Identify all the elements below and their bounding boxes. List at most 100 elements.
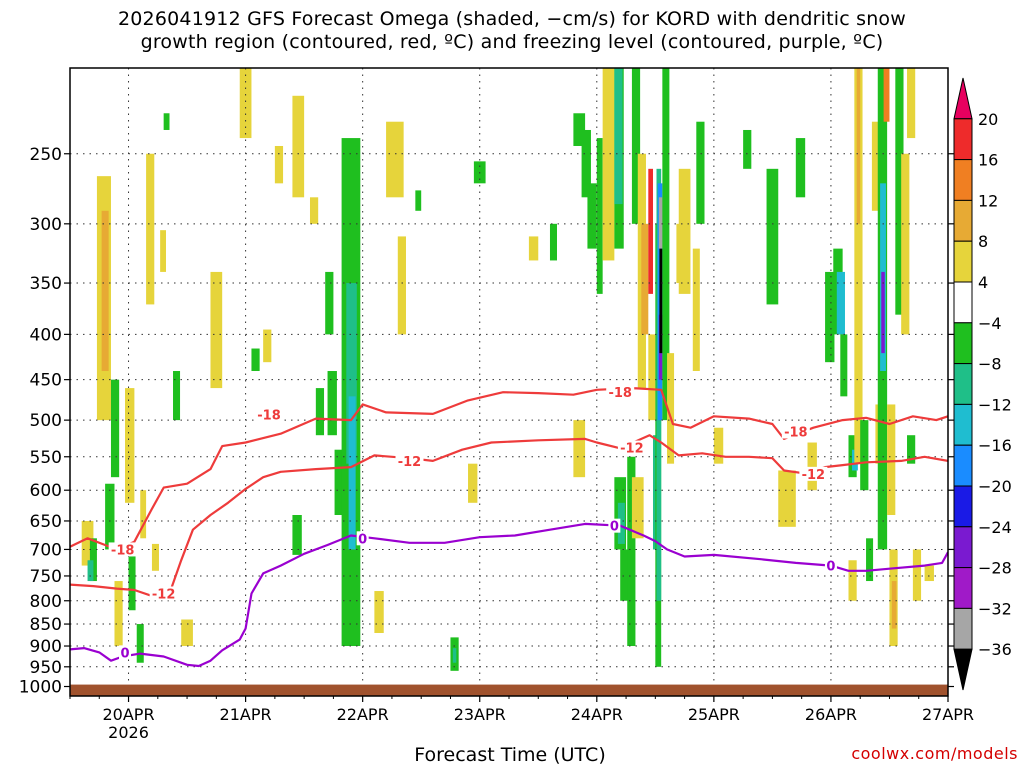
omega-shaded-region (146, 153, 155, 305)
colorbar-bin (953, 240, 973, 283)
x-tick-label: 24APR (571, 705, 623, 724)
omega-shaded-region (114, 581, 123, 647)
omega-shaded-region (848, 560, 857, 601)
omega-shaded-region (528, 236, 539, 261)
colorbar-label: −28 (978, 559, 1012, 578)
omega-shaded-region (386, 121, 404, 198)
omega-shaded-region (292, 515, 302, 555)
contour-label-bg (781, 424, 810, 439)
contour-label-bg (108, 542, 137, 557)
contour-label: 0 (826, 560, 835, 575)
contour-label-bg (356, 531, 369, 546)
omega-shaded-region (766, 168, 779, 305)
omega-shaded-region (263, 329, 272, 363)
omega-shaded-region (325, 271, 334, 335)
x-tick-label: 23APR (454, 705, 506, 724)
y-tick-label: 950 (30, 658, 62, 678)
x-tick-label: 26APR (805, 705, 857, 724)
omega-shaded-region (348, 396, 356, 550)
omega-shaded-region (907, 435, 916, 464)
colorbar-bin (953, 444, 973, 487)
omega-shaded-region (315, 388, 325, 436)
omega-shaded-region (895, 68, 904, 315)
omega-shaded-region (866, 538, 874, 582)
chart-title-line-2: growth region (contoured, red, ºC) and f… (140, 31, 884, 53)
y-tick-label: 900 (30, 637, 62, 657)
x-tick-sublabel: 2026 (108, 723, 149, 742)
omega-shading-layer (81, 68, 934, 671)
colorbar-bin (953, 567, 973, 609)
colorbar-label: 12 (978, 191, 998, 210)
omega-shaded-region (912, 549, 922, 601)
omega-shaded-region (173, 371, 181, 421)
colorbar-label: 4 (978, 273, 988, 292)
x-tick-label: 22APR (337, 705, 389, 724)
contour-layer: -18 -18 -18 -18 -12 -12 -12 -12 0 0 0 0 (70, 385, 948, 668)
omega-shaded-region (163, 113, 170, 130)
y-tick-label: 400 (30, 325, 62, 345)
colorbar-label: 8 (978, 232, 988, 251)
contour-label-bg (824, 558, 837, 573)
omega-shaded-region (860, 420, 869, 491)
contour-label: -18 (608, 386, 632, 401)
x-tick-label: 21APR (220, 705, 272, 724)
omega-shaded-region (658, 197, 663, 249)
y-tick-label: 1000 (19, 678, 62, 698)
y-tick-label: 300 (30, 215, 62, 235)
omega-shaded-region (210, 271, 223, 389)
omega-shaded-region (87, 560, 94, 582)
omega-shaded-region (631, 477, 644, 539)
omega-shaded-region (151, 543, 159, 571)
omega-shaded-region (907, 68, 916, 139)
ground-surface (70, 684, 948, 696)
y-tick-label: 250 (30, 145, 62, 165)
omega-shaded-region (81, 520, 94, 566)
colorbar-bin (953, 607, 973, 650)
y-tick-label: 850 (30, 615, 62, 635)
omega-shaded-region (136, 624, 144, 663)
y-tick-label: 600 (30, 481, 62, 501)
omega-shaded-region (617, 502, 625, 544)
omega-shaded-region (110, 379, 120, 478)
y-tick-label: 700 (30, 540, 62, 560)
omega-shaded-region (327, 371, 337, 436)
credit-text: coolwx.com/models (851, 744, 1018, 763)
contour-label-bg (119, 645, 132, 660)
omega-shaded-region (901, 153, 910, 335)
omega-shaded-region (881, 271, 885, 354)
colorbar-bin (953, 199, 973, 242)
colorbar-bin (953, 281, 973, 324)
axes-layer: 2503003504004505005506006507007508008509… (19, 67, 974, 742)
omega-shaded-region (140, 490, 147, 539)
colorbar-bin (953, 159, 973, 201)
omega-shaded-region (692, 248, 700, 372)
omega-shaded-region (602, 68, 615, 261)
contour-label-bg (149, 586, 178, 601)
chart-title: 2026041912 GFS Forecast Omega (shaded, −… (0, 8, 1024, 54)
omega-shaded-region (856, 68, 861, 224)
omega-shaded-region (678, 168, 691, 294)
x-tick-label: 27APR (922, 705, 974, 724)
omega-shaded-region (346, 283, 357, 464)
omega-shaded-region (883, 68, 890, 122)
colorbar-label: −12 (978, 395, 1012, 414)
omega-shaded-region (452, 648, 457, 663)
omega-shaded-region (836, 271, 845, 335)
contour-label: -12 (620, 442, 644, 457)
omega-shaded-region (239, 68, 252, 139)
omega-shaded-region (620, 549, 632, 601)
colorbar-triangle-top (953, 77, 973, 120)
colorbar-label: −4 (978, 314, 1002, 333)
omega-shaded-region (627, 456, 636, 647)
freezing-level-contour (70, 522, 948, 668)
omega-shaded-region (871, 121, 881, 211)
contour-label: 0 (610, 520, 619, 535)
omega-shaded-region (713, 427, 724, 464)
omega-shaded-region (667, 353, 675, 464)
y-tick-label: 350 (30, 274, 62, 294)
colorbar-triangle-bottom (953, 648, 973, 691)
colorbar-label: 20 (978, 110, 998, 129)
omega-shaded-region (105, 483, 115, 550)
omega-shaded-region (374, 591, 384, 633)
omega-shaded-region (397, 236, 406, 335)
